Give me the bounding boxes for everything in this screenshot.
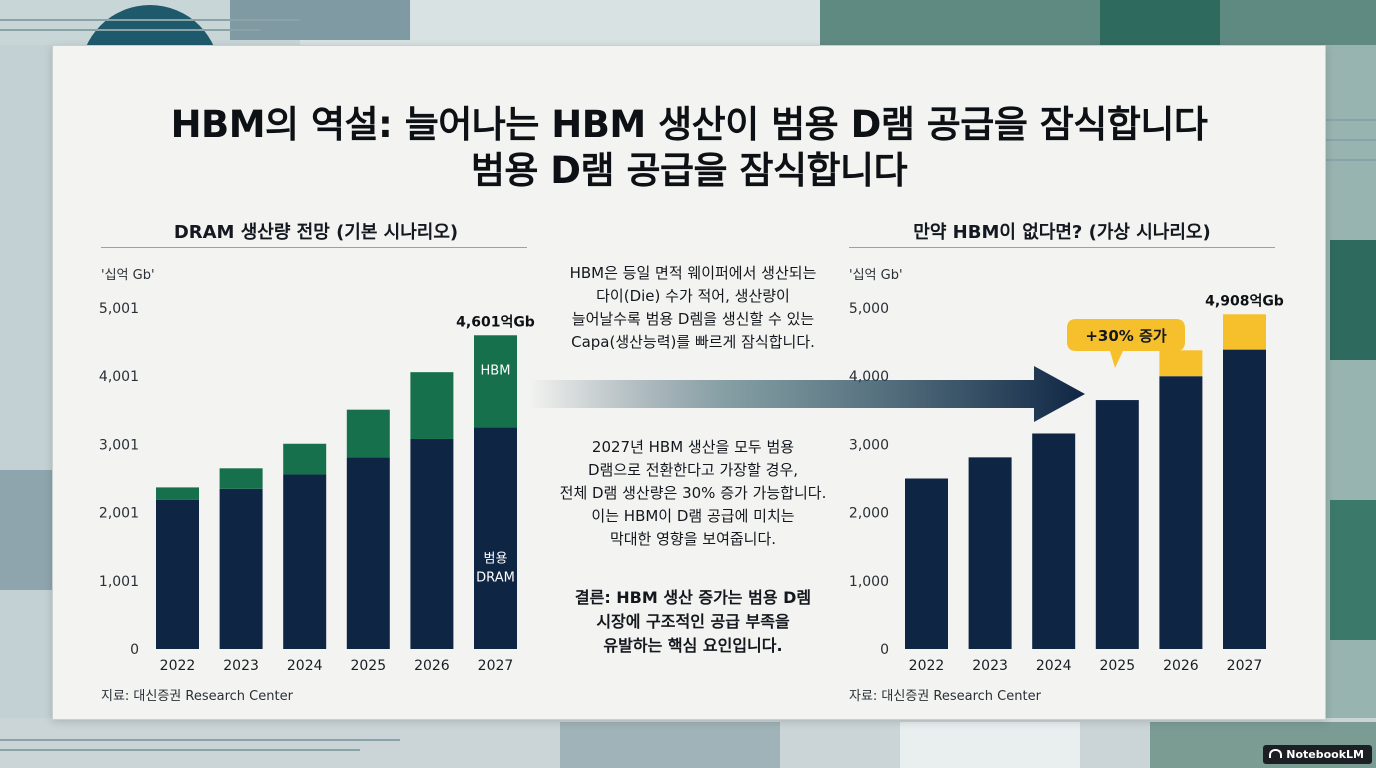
bar-top — [156, 487, 199, 500]
bar-base — [1223, 349, 1266, 649]
bar-base — [1095, 400, 1139, 649]
x-tick-label: 2024 — [1036, 658, 1072, 674]
right-chart-title: 만약 HBM이 없다면? (가상 시나리오) — [913, 222, 1211, 243]
conclusion-line: 유발하는 핵심 요인입니다. — [603, 636, 783, 655]
y-tick-label: 2,001 — [99, 506, 139, 522]
bar-base — [905, 478, 948, 649]
bar-top — [474, 335, 517, 428]
x-tick-label: 2022 — [909, 658, 945, 674]
right-unit-label: '십억 Gb' — [849, 268, 903, 283]
x-tick-label: 2025 — [1099, 658, 1135, 674]
x-tick-label: 2023 — [223, 658, 259, 674]
dram-segment-label-line2: DRAM — [476, 571, 515, 586]
bar-base — [410, 438, 454, 649]
y-tick-label: 1,001 — [99, 574, 139, 590]
left-chart: 0 1,001 2,001 3,001 4,001 5,001 2022 2023 2024 20… — [99, 301, 535, 674]
total-value-label: 4,908억Gb — [1205, 293, 1284, 309]
x-tick-label: 2026 — [414, 658, 450, 674]
notebooklm-icon — [1269, 749, 1283, 758]
slide-panel: HBM의 역설: 늘어나는 HBM 생산이 범용 D램 공급을 잠식합니다 범용… — [52, 45, 1326, 720]
bar-top — [1223, 314, 1266, 350]
callout-bubble — [1067, 319, 1185, 368]
page-title-line2: 범용 D램 공급을 잠식합니다 — [470, 149, 908, 192]
x-tick-label: 2022 — [160, 658, 196, 674]
bar-top — [283, 443, 327, 475]
x-tick-label: 2023 — [972, 658, 1008, 674]
left-chart-title: DRAM 생산량 전망 (기본 시나리오) — [173, 222, 459, 243]
total-value-label: 4,601억Gb — [456, 314, 535, 330]
bar-top — [346, 409, 390, 458]
bar-top — [410, 372, 454, 439]
explanation-line: 이는 HBM이 D램 공급에 미치는 — [591, 507, 795, 525]
page-title: HBM의 역설: 늘어나는 HBM 생산이 범용 D램 공급을 잠식합니다 — [170, 103, 1208, 146]
x-tick-label: 2024 — [287, 658, 323, 674]
x-tick-label: 2027 — [478, 658, 514, 674]
bar-base — [474, 427, 517, 649]
left-unit-label: '십억 Gb' — [101, 268, 155, 283]
bar-top — [1159, 350, 1203, 377]
explanation-paragraph-2: 2027년 HBM 생산을 모두 범용 D램으로 전환한다고 가장할 경우, 전… — [543, 436, 843, 551]
y-tick-label: 4,001 — [99, 369, 139, 385]
hbm-segment-label: HBM — [481, 363, 511, 378]
right-title-rule — [849, 247, 1275, 248]
bar-base — [1159, 376, 1203, 649]
explanation-line: 전체 D램 생산량은 30% 증가 가능합니다. — [559, 484, 827, 502]
y-tick-label: 5,001 — [99, 301, 139, 317]
bar-base — [219, 488, 263, 649]
bar-base — [968, 457, 1012, 649]
x-tick-label: 2027 — [1227, 658, 1263, 674]
dram-segment-label-line1: 범용 — [484, 552, 508, 567]
bar-base — [1032, 433, 1076, 649]
explanation-line: D램으로 전환한다고 가장할 경우, — [587, 461, 799, 479]
y-tick-label: 5,000 — [849, 301, 889, 317]
conclusion-line: 결른: HBM 생산 증가는 범용 D렘 — [574, 588, 812, 607]
y-tick-label: 3,000 — [849, 437, 889, 453]
bar-base — [156, 499, 199, 649]
bar-base — [346, 457, 390, 649]
left-title-rule — [101, 247, 527, 248]
explanation-line: Capa(생산능력)를 빠르게 잠식합니다. — [571, 333, 815, 351]
y-tick-label: 0 — [880, 642, 889, 658]
right-source: 자료: 대신증권 Research Center — [849, 689, 1041, 704]
left-source: 지료: 대신증권 Research Center — [101, 689, 293, 704]
x-tick-label: 2026 — [1163, 658, 1199, 674]
explanation-paragraph-1: HBM은 등일 면적 웨이퍼에서 생산되는 다이(Die) 수가 적어, 생산량… — [543, 262, 843, 354]
y-tick-label: 1,000 — [849, 574, 889, 590]
conclusion-paragraph: 결른: HBM 생산 증가는 범용 D렘 시장에 구조적인 공급 부족을 유발하… — [543, 586, 843, 658]
explanation-line: 늘어날수록 범용 D렘을 생신할 수 있는 — [571, 310, 815, 328]
explanation-line: 막대한 영향을 보여줍니다. — [609, 530, 777, 548]
explanation-line: 다이(Die) 수가 적어, 생산량이 — [596, 287, 790, 305]
notebooklm-badge: NotebookLM — [1263, 745, 1372, 764]
x-tick-label: 2025 — [350, 658, 386, 674]
badge-label: NotebookLM — [1286, 748, 1364, 761]
bar-base — [283, 474, 327, 649]
explanation-line: 2027년 HBM 생산을 모두 범용 — [591, 438, 795, 456]
y-tick-label: 3,001 — [99, 437, 139, 453]
callout-label: +30% 증가 — [1085, 327, 1166, 345]
bar-top — [219, 468, 263, 489]
transition-arrow — [529, 366, 1085, 422]
explanation-line: HBM은 등일 면적 웨이퍼에서 생산되는 — [569, 264, 817, 282]
conclusion-line: 시장에 구조적인 공급 부족을 — [596, 612, 790, 631]
y-tick-label: 2,000 — [849, 506, 889, 522]
y-tick-label: 0 — [130, 642, 139, 658]
